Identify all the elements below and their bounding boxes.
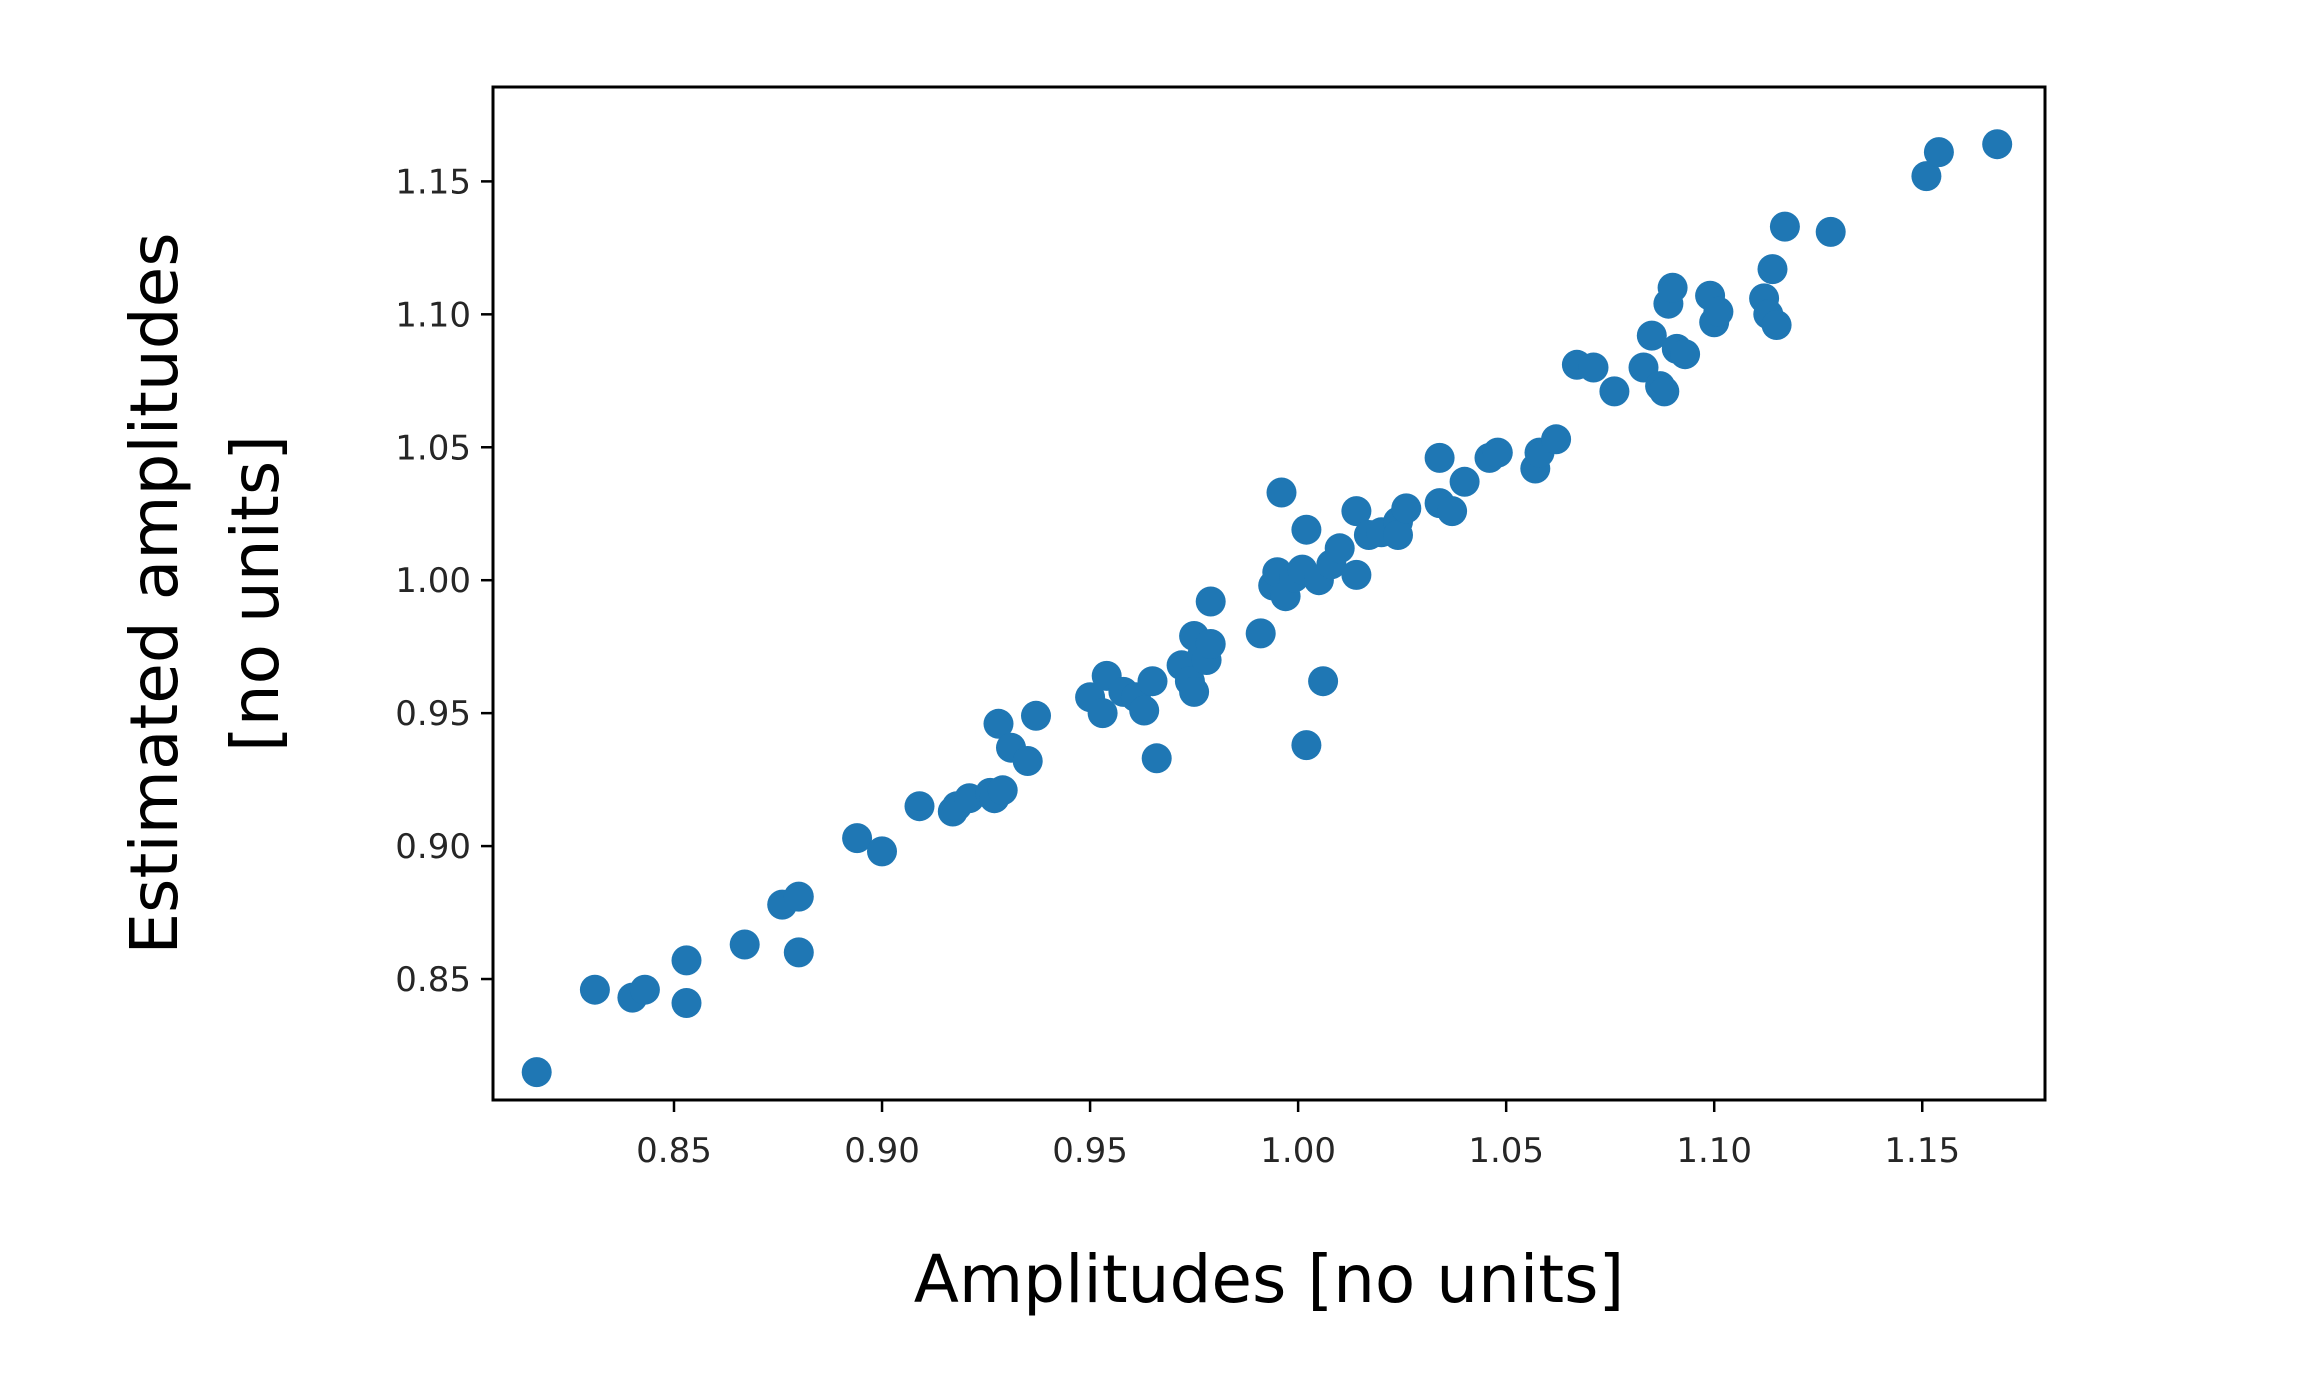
scatter-point-24 [1087,698,1118,729]
x-tick-label-5: 1.10 [1676,1131,1752,1171]
scatter-point-4 [671,945,702,976]
scatter-point-8 [783,881,814,912]
scatter-point-78 [1670,339,1701,370]
scatter-point-19 [983,708,1014,739]
scatter-point-3 [629,974,660,1005]
scatter-points [521,129,2013,1088]
y-tick-label-3: 1.00 [395,561,471,601]
y-axis-title-line-2: [no units] [217,435,294,752]
scatter-point-28 [1129,695,1160,726]
scatter-point-6 [729,929,760,960]
scatter-point-85 [1761,310,1792,340]
scatter-point-37 [1195,629,1226,659]
x-axis-ticks: 0.85 0.90 0.95 1.00 1.05 1.10 1.15 [636,1100,1960,1171]
scatter-point-76 [1657,272,1688,303]
y-tick-label-2: 0.95 [395,694,471,734]
scatter-point-33 [1179,676,1210,707]
scatter-point-59 [1424,442,1455,473]
scatter-point-90 [1982,129,2013,160]
scatter-point-72 [1636,320,1667,351]
x-tick-label-1: 0.90 [844,1131,920,1171]
scatter-point-11 [867,836,897,867]
scatter-point-61 [1437,496,1468,527]
scatter-point-10 [842,823,873,854]
y-tick-label-6: 1.15 [395,162,471,202]
scatter-point-22 [1021,700,1051,731]
y-tick-label-0: 0.85 [395,960,471,1000]
scatter-point-67 [1541,424,1572,455]
scatter-point-86 [1769,211,1800,242]
scatter-point-64 [1482,437,1513,468]
scatter-point-49 [1308,666,1339,697]
x-tick-label-3: 1.00 [1260,1131,1336,1171]
scatter-point-51 [1324,533,1355,564]
y-tick-label-1: 0.90 [395,827,471,867]
scatter-point-53 [1341,559,1372,590]
y-tick-label-5: 1.10 [395,295,471,335]
x-tick-label-6: 1.15 [1884,1131,1960,1171]
scatter-point-21 [1012,746,1043,776]
scatter-point-12 [904,791,935,822]
scatter-point-58 [1391,493,1422,524]
x-tick-label-0: 0.85 [636,1131,712,1171]
scatter-point-62 [1449,466,1480,497]
scatter-point-89 [1923,137,1954,168]
scatter-point-29 [1137,666,1168,697]
scatter-point-5 [671,988,702,1018]
scatter-point-9 [783,937,814,968]
y-axis-title-line-1: Estimated amplitudes [116,232,193,954]
scatter-point-70 [1599,376,1630,407]
scatter-point-47 [1291,730,1322,761]
scatter-point-88 [1911,161,1942,192]
scatter-point-42 [1266,477,1297,508]
x-axis-title: Amplitudes [no units] [914,1241,1625,1318]
scatter-point-0 [521,1057,552,1088]
scatter-point-69 [1578,352,1609,383]
scatter-point-57 [1383,520,1413,550]
scatter-point-30 [1141,743,1172,774]
scatter-point-18 [987,775,1018,806]
scatter-point-1 [579,974,610,1005]
scatter-point-87 [1815,216,1846,247]
y-axis-ticks: 0.85 0.90 0.95 1.00 1.05 1.10 1.15 [395,162,493,1000]
scatter-point-81 [1703,296,1734,327]
scatter-point-39 [1245,618,1276,649]
plot-area-frame [491,85,2047,1102]
x-tick-label-4: 1.05 [1468,1131,1544,1171]
scatter-point-46 [1291,514,1322,545]
x-tick-label-2: 0.95 [1052,1131,1128,1171]
scatter-point-84 [1757,254,1788,285]
scatter-point-52 [1341,496,1372,527]
scatter-point-38 [1195,586,1226,617]
y-tick-label-4: 1.05 [395,428,471,468]
scatter-point-74 [1649,376,1680,407]
